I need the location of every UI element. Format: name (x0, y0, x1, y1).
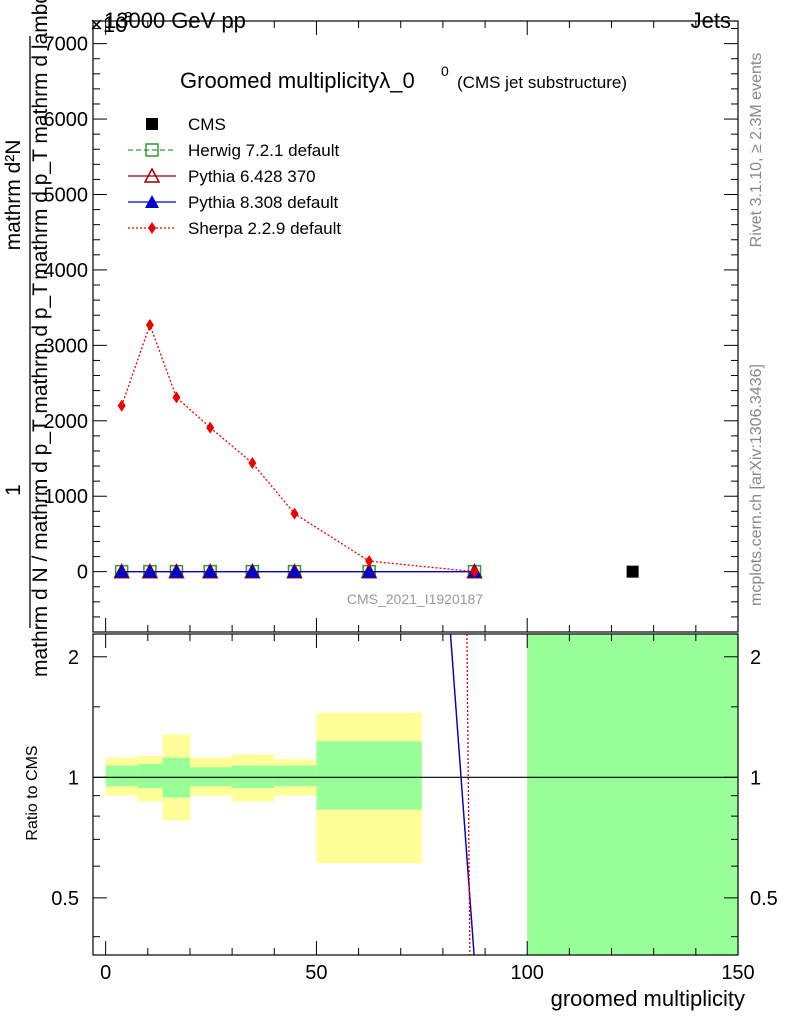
legend-marker-herwig-7-2-1-default (145, 143, 159, 157)
data-point-pythia-8-308-default (362, 564, 377, 578)
stat-uncertainty-band (316, 741, 422, 810)
y-tick-label: 0 (77, 562, 88, 584)
legend: CMS Herwig 7.2.1 default Pythia 6.428 370 P… (128, 115, 341, 238)
y-tick-label: 6000 (44, 109, 89, 131)
legend-marker-pythia-8-308-default (145, 195, 159, 208)
data-point-pythia-8-308-default (245, 564, 260, 578)
stat-uncertainty-band (137, 763, 163, 789)
exponent-label: ×10 (90, 12, 127, 37)
x-tick-label: 150 (721, 962, 754, 984)
y-tick-label: 5000 (44, 184, 89, 206)
data-point-cms (626, 565, 639, 578)
y-tick-label: 1000 (44, 486, 89, 508)
y-tick-label: 2000 (44, 411, 89, 433)
legend-marker-pythia-6-428-370 (143, 167, 161, 183)
ratio-y-axis-label: Ratio to CMS (24, 745, 41, 840)
data-point-sherpa-2-2-9-default (248, 457, 257, 470)
legend-label-sherpa-2-2-9-default: Sherpa 2.2.9 default (188, 219, 341, 238)
data-point-sherpa-2-2-9-default (145, 318, 154, 331)
stat-uncertainty-band (527, 634, 738, 955)
y-axis-label-denominator: mathrm d N / mathrm d p_T mathrm d p_T (29, 283, 52, 677)
stat-uncertainty-band (189, 767, 233, 787)
chart-title: Groomed multiplicityλ_0 (180, 68, 415, 93)
ratio-y-tick-label-right: 2 (750, 647, 761, 669)
data-point-pythia-8-308-default (169, 564, 184, 578)
ratio-y-tick-label: 2 (68, 647, 79, 669)
legend-label-pythia-8-308-default: Pythia 8.308 default (188, 193, 339, 212)
analysis-watermark: CMS_2021_I1920187 (347, 591, 483, 607)
ratio-y-tick-label-right: 0.5 (750, 888, 778, 910)
data-point-pythia-8-308-default (142, 564, 157, 578)
data-point-sherpa-2-2-9-default (172, 391, 181, 404)
data-point-sherpa-2-2-9-default (206, 421, 215, 434)
x-tick-label: 0 (100, 962, 111, 984)
y-tick-label: 4000 (44, 260, 89, 282)
data-point-sherpa-2-2-9-default (290, 507, 299, 520)
legend-label-cms: CMS (188, 115, 226, 134)
exponent-power: 3 (124, 9, 132, 26)
data-point-sherpa-2-2-9-default (117, 399, 126, 412)
x-axis-label: groomed multiplicity (551, 986, 745, 1011)
data-point-pythia-8-308-default (203, 564, 218, 578)
ratio-frame (92, 633, 739, 956)
legend-label-herwig-7-2-1-default: Herwig 7.2.1 default (188, 141, 339, 160)
ratio-y-tick-label: 0.5 (51, 888, 79, 910)
y-axis-label-numerator-b: mathrm d p_T mathrm d lambda (29, 0, 52, 280)
legend-label-pythia-6-428-370: Pythia 6.428 370 (188, 167, 316, 186)
legend-marker-cms (146, 118, 158, 130)
ratio-line-pythia-8-308-default (449, 633, 475, 956)
y-tick-label: 7000 (44, 34, 89, 56)
chart-title-superscript: 0 (441, 63, 449, 79)
data-point-sherpa-2-2-9-default (470, 565, 479, 578)
y-axis-label-numerator: mathrm d²N (2, 140, 25, 251)
ratio-y-tick-label: 1 (68, 767, 79, 789)
data-point-sherpa-2-2-9-default (365, 555, 374, 568)
data-point-pythia-8-308-default (114, 564, 129, 578)
stat-uncertainty-band (274, 765, 317, 787)
chart-subtitle: (CMS jet substructure) (457, 73, 627, 92)
mcplots-label: mcplots.cern.ch [arXiv:1306.3436] (748, 364, 765, 606)
x-tick-label: 100 (511, 962, 544, 984)
y-axis-label-one: 1 (2, 484, 25, 496)
ratio-panel: 0.5 0.5 1 1 2 2 0 50 100 150 Ratio to CMS groomed… (24, 633, 778, 1011)
rivet-label: Rivet 3.1.10, ≥ 2.3M events (748, 53, 765, 248)
ratio-y-tick-label-right: 1 (750, 767, 761, 789)
series-line-sherpa-2-2-9-default (121, 323, 475, 573)
data-point-pythia-8-308-default (287, 564, 302, 578)
ratio-line-sherpa-2-2-9-default (466, 633, 471, 956)
main-frame (92, 20, 739, 633)
y-tick-label: 3000 (44, 335, 89, 357)
main-panel: 0 1000 2000 3000 4000 5000 6000 7000 Groomed mu… (2, 0, 739, 677)
x-tick-label: 50 (305, 962, 327, 984)
legend-marker-sherpa-2-2-9-default (148, 222, 156, 234)
stat-uncertainty-band (105, 765, 138, 787)
